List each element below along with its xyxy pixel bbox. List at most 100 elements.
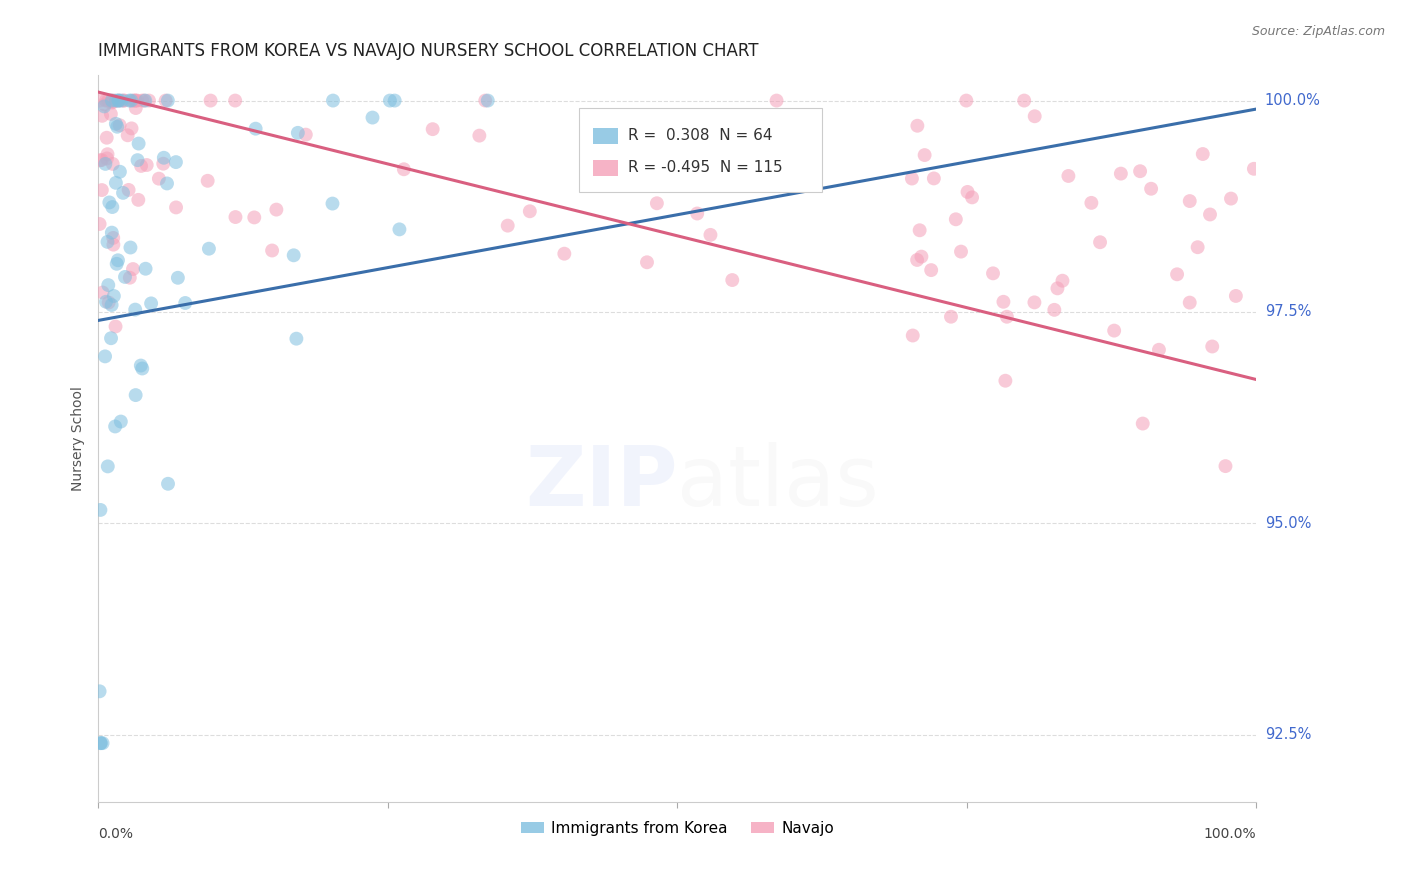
Point <box>1132 417 1154 431</box>
Text: ZIP: ZIP <box>524 442 678 523</box>
Point <box>127 153 149 168</box>
Point <box>496 219 519 233</box>
Point <box>1201 339 1223 353</box>
Point <box>104 117 127 131</box>
Point <box>477 94 499 108</box>
Point <box>422 122 444 136</box>
Point <box>956 185 979 199</box>
Point <box>134 94 156 108</box>
Point <box>94 350 117 364</box>
Legend: Immigrants from Korea, Navajo: Immigrants from Korea, Navajo <box>515 814 841 842</box>
Point <box>120 94 142 108</box>
Text: IMMIGRANTS FROM KOREA VS NAVAJO NURSERY SCHOOL CORRELATION CHART: IMMIGRANTS FROM KOREA VS NAVAJO NURSERY … <box>98 42 759 60</box>
Point <box>104 319 127 334</box>
Point <box>107 94 129 108</box>
Point <box>100 298 122 312</box>
Point <box>1199 207 1222 221</box>
Point <box>699 227 721 242</box>
Point <box>1052 274 1074 288</box>
Point <box>224 210 246 224</box>
Point <box>197 174 219 188</box>
Point <box>108 118 131 132</box>
Point <box>122 94 145 108</box>
Point <box>388 222 411 236</box>
Point <box>90 736 112 750</box>
Point <box>920 263 942 277</box>
Point <box>91 109 114 123</box>
Point <box>243 211 266 225</box>
Point <box>101 94 124 108</box>
Point <box>114 94 136 108</box>
Point <box>108 94 131 108</box>
Point <box>939 310 962 324</box>
Point <box>295 128 318 142</box>
Point <box>262 244 284 258</box>
Point <box>91 736 114 750</box>
Point <box>129 159 152 173</box>
Bar <box>593 128 619 144</box>
Text: R = -0.495  N = 115: R = -0.495 N = 115 <box>627 160 782 175</box>
Point <box>117 183 139 197</box>
Point <box>94 157 117 171</box>
Point <box>322 94 344 108</box>
Point <box>198 242 221 256</box>
Point <box>1215 459 1237 474</box>
Point <box>134 94 156 108</box>
Point <box>287 126 309 140</box>
Point <box>910 250 932 264</box>
Point <box>950 244 973 259</box>
Point <box>901 171 924 186</box>
Point <box>1129 164 1152 178</box>
Point <box>1024 295 1046 310</box>
Point <box>118 94 141 108</box>
Point <box>1166 268 1188 282</box>
Point <box>93 97 115 112</box>
Point <box>90 736 112 750</box>
Point <box>131 361 153 376</box>
Point <box>392 162 415 177</box>
Point <box>200 94 222 108</box>
Point <box>1191 147 1213 161</box>
Point <box>138 94 160 108</box>
Point <box>553 246 575 260</box>
Point <box>321 196 343 211</box>
Y-axis label: Nursery School: Nursery School <box>72 386 86 491</box>
Point <box>765 94 787 108</box>
Point <box>89 153 111 168</box>
Point <box>686 206 709 220</box>
Point <box>361 111 384 125</box>
Point <box>104 419 127 434</box>
Point <box>156 177 179 191</box>
Point <box>922 171 945 186</box>
Point <box>995 310 1018 324</box>
Point <box>152 157 174 171</box>
Point <box>103 237 125 252</box>
Point <box>100 107 122 121</box>
Point <box>129 359 152 373</box>
Point <box>224 94 246 108</box>
Text: atlas: atlas <box>678 442 879 523</box>
Point <box>107 94 129 108</box>
Point <box>124 94 146 108</box>
Point <box>1147 343 1170 357</box>
Text: 95.0%: 95.0% <box>1265 516 1312 531</box>
Point <box>148 171 170 186</box>
Point <box>122 262 145 277</box>
Point <box>474 94 496 108</box>
Point <box>96 147 118 161</box>
Point <box>107 253 129 268</box>
Point <box>110 94 132 108</box>
Point <box>114 269 136 284</box>
Point <box>101 200 124 214</box>
Point <box>908 223 931 237</box>
Point <box>1225 289 1247 303</box>
Text: Source: ZipAtlas.com: Source: ZipAtlas.com <box>1251 25 1385 38</box>
Point <box>124 94 146 108</box>
Point <box>90 183 112 197</box>
Point <box>1088 235 1111 250</box>
Point <box>993 294 1015 309</box>
Point <box>174 296 197 310</box>
Point <box>112 94 135 108</box>
Bar <box>593 160 619 176</box>
Point <box>101 95 124 109</box>
